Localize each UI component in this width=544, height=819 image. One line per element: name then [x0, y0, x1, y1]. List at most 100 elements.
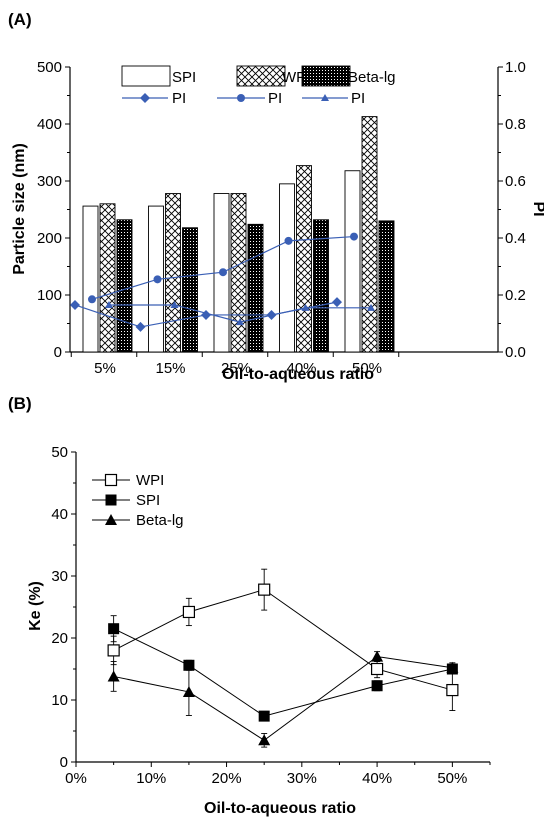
panel-b-point-beta-lg: [446, 661, 459, 673]
panel-b: (B) 0 10 20 30 40 50 0% 10% 20% 30% 40% 50% WPI SPI Be…: [8, 394, 491, 817]
panel-a-bar-wpi: [361, 116, 378, 353]
panel-a-pi-point-triangle: [367, 303, 375, 311]
panel-a-y2-tick-label: 0.6: [505, 173, 526, 190]
panel-b-y-tick-label: 40: [51, 506, 68, 523]
panel-a-y2-tick-label: 0.4: [505, 230, 526, 247]
panel-b-y-tick-label: 50: [51, 444, 68, 461]
panel-b-x-tick-label: 50%: [437, 770, 467, 787]
legend-marker-beta-lg: [105, 514, 117, 525]
panel-a-y2-tick-label: 0.2: [505, 287, 526, 304]
legend-swatch-spi: [121, 65, 171, 87]
panel-a-x-tick-label: 15%: [155, 360, 185, 377]
panel-b-point-wpi: [370, 662, 384, 676]
panel-b-point-beta-lg: [107, 670, 120, 682]
panel-b-point-wpi: [182, 605, 196, 619]
panel-b-line-spi: [113, 628, 453, 717]
legend-marker-wpi: [104, 473, 118, 487]
panel-b-y-axis-title: Ke (%): [27, 581, 44, 631]
legend-swatch-beta-lg: [301, 65, 351, 87]
legend-marker-diamond: [140, 93, 150, 103]
panel-a-y-tick-label: 100: [37, 287, 62, 304]
legend-label-spi: SPI: [136, 492, 160, 509]
panel-a-plot-area: 0 100 200 300 400 500 0.0 0.2 0.4 0.6 0.8 1.0 5% 15% 2…: [37, 59, 526, 377]
panel-a-x-tick-label: 50%: [352, 360, 382, 377]
legend-label-pi-diamond: PI: [172, 90, 186, 107]
panel-a-y-tick-label: 0: [54, 344, 62, 361]
legend-label-beta-lg: Beta-lg: [136, 512, 184, 529]
legend-marker-spi: [105, 494, 117, 506]
panel-b-x-tick-label: 10%: [136, 770, 166, 787]
panel-a-bar-beta-lg: [247, 223, 264, 353]
panel-b-point-spi: [183, 659, 195, 671]
panel-a-bar-spi: [82, 205, 99, 353]
legend-label-wpi: WPI: [136, 472, 164, 489]
panel-b-x-tick-label: 40%: [362, 770, 392, 787]
panel-a-bar-wpi: [99, 203, 116, 353]
legend-label-pi-triangle: PI: [351, 90, 365, 107]
panel-a-pi-point-triangle: [170, 300, 179, 308]
panel-b-point-spi: [371, 680, 383, 692]
panel-a-pi-point-circle: [350, 232, 358, 241]
legend-label-spi: SPI: [172, 69, 196, 86]
panel-b-point-wpi: [258, 583, 271, 596]
panel-b-y-tick-label: 10: [51, 692, 68, 709]
panel-a-pi-point-diamond: [201, 309, 211, 320]
legend-swatch-wpi: [236, 65, 286, 87]
panel-a-bar-beta-lg: [182, 227, 198, 353]
panel-b-x-tick-label: 0%: [65, 770, 87, 787]
panel-a-pi-point-diamond: [332, 297, 342, 308]
panel-a-pi-point-triangle: [301, 303, 310, 311]
panel-b-point-wpi: [446, 683, 459, 697]
panel-b-y-tick-label: 20: [51, 630, 68, 647]
panel-a-bar-beta-lg: [116, 219, 133, 353]
panel-b-point-wpi: [107, 644, 120, 657]
panel-a-bar-wpi: [165, 193, 181, 353]
panel-a-bar-beta-lg: [378, 220, 395, 353]
panel-b-line-beta-lg: [113, 656, 453, 741]
panel-b-point-spi: [258, 710, 270, 722]
panel-b-x-tick-label: 20%: [212, 770, 242, 787]
legend-marker-triangle: [321, 94, 329, 101]
panel-a-x-tick-label: 40%: [286, 360, 316, 377]
panel-a-pi-point-circle: [153, 275, 162, 284]
panel-a-y-tick-label: 200: [37, 230, 62, 247]
panel-a-y2-tick-label: 1.0: [505, 59, 526, 76]
panel-a-y-tick-label: 300: [37, 173, 62, 190]
panel-a-bar-wpi: [230, 193, 247, 353]
panel-a-x-tick-label: 25%: [221, 360, 251, 377]
panel-a-pi-point-triangle: [105, 300, 113, 308]
panel-a-bar-wpi: [296, 165, 312, 353]
panel-b-legend: WPI SPI Beta-lg: [92, 472, 184, 529]
panel-a-pi-point-diamond: [70, 299, 80, 310]
panel-b-point-spi: [108, 623, 120, 635]
panel-a-pi-point-circle: [219, 268, 227, 277]
panel-b-point-beta-lg: [371, 650, 384, 662]
panel-b-point-beta-lg: [182, 685, 195, 697]
panel-a-x-axis-title: Oil-to-aqueous ratio: [222, 366, 374, 383]
panel-a-pi-point-diamond: [135, 321, 146, 332]
panel-b-y-tick-label: 30: [51, 568, 68, 585]
panel-a-pi-point-triangle: [236, 318, 244, 326]
panel-a-y2-tick-label: 0.0: [505, 344, 526, 361]
panel-a-bar-spi: [279, 183, 295, 353]
panel-a-y2-tick-label: 0.8: [505, 116, 526, 133]
panel-b-x-axis-title: Oil-to-aqueous ratio: [204, 800, 356, 817]
panel-a-pi-point-circle: [88, 295, 96, 304]
panel-a-y2-axis-title: PI: [530, 201, 544, 216]
panel-a-bar-beta-lg: [313, 219, 329, 353]
legend-label-pi-circle: PI: [268, 90, 282, 107]
legend-marker-circle: [237, 94, 245, 102]
panel-b-x-tick-label: 30%: [287, 770, 317, 787]
panel-a: (A) 0 100 200 300 400 500 0.0 0.2 0.4 0.6 0.8 1.0 5%…: [8, 10, 544, 383]
panel-a-label: (A): [8, 10, 32, 29]
panel-a-x-tick-label: 5%: [94, 360, 116, 377]
panel-b-y-tick-label: 0: [60, 754, 68, 771]
panel-b-label: (B): [8, 394, 32, 413]
panel-a-y-tick-label: 500: [37, 59, 62, 76]
panel-b-point-beta-lg: [258, 734, 271, 746]
panel-a-y-axis-title: Particle size (nm): [11, 143, 28, 275]
panel-b-line-wpi: [113, 589, 453, 691]
panel-a-pi-point-circle: [284, 236, 293, 245]
